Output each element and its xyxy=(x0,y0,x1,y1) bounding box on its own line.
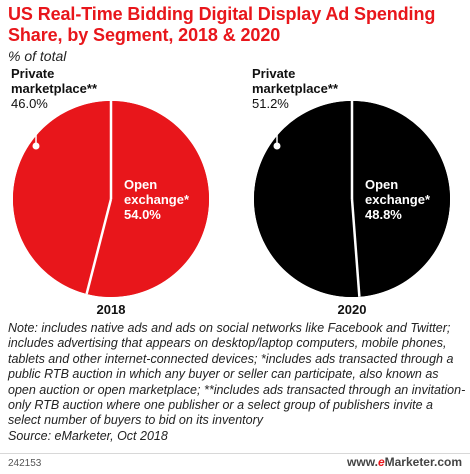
slice-divider-1-2020 xyxy=(350,198,361,297)
label-line: exchange* xyxy=(365,192,431,207)
label-line: Private xyxy=(252,66,295,81)
footnote-text: Note: includes native ads and ads on soc… xyxy=(8,321,466,428)
pie-2020: Private marketplace** 51.2% Open exchange* 48… xyxy=(252,66,451,317)
label-line: marketplace** xyxy=(252,81,339,96)
pie-charts-svg: Private marketplace** 46.0%Open exchange* 54… xyxy=(11,66,451,317)
chart-title: US Real-Time Bidding Digital Display Ad … xyxy=(8,4,436,45)
label-line: Open xyxy=(124,177,157,192)
footnote: Note: includes native ads and ads on soc… xyxy=(8,321,466,444)
brand-logo: www.eMarketer.com xyxy=(347,455,462,469)
pie-charts-area: Private marketplace** 46.0% Open exchange* 54… xyxy=(0,66,470,320)
chart-subtitle: % of total xyxy=(8,48,67,64)
year-label-2020: 2020 xyxy=(338,302,367,317)
slice-private-marketplace-2020 xyxy=(254,101,360,297)
brand-e: e xyxy=(377,455,385,469)
leader-dot-2020 xyxy=(273,142,281,150)
label-private-marketplace-2018: Private marketplace** 46.0% xyxy=(11,66,98,111)
label-line: marketplace** xyxy=(11,81,98,96)
pie-2018: Private marketplace** 46.0% Open exchange* 54… xyxy=(11,66,210,317)
label-value: 51.2% xyxy=(252,96,289,111)
slice-open-exchange-2018 xyxy=(86,101,210,297)
slice-open-exchange-2020 xyxy=(352,101,451,297)
brand-rest: Marketer.com xyxy=(384,455,462,469)
label-value: 46.0% xyxy=(11,96,48,111)
source-text: Source: eMarketer, Oct 2018 xyxy=(8,428,168,443)
label-private-marketplace-2020: Private marketplace** 51.2% xyxy=(252,66,339,111)
slice-private-marketplace-2018 xyxy=(13,101,112,294)
leader-dot-2018 xyxy=(32,142,40,150)
label-value: 54.0% xyxy=(124,207,161,222)
footer-divider xyxy=(0,453,470,454)
label-line: Open xyxy=(365,177,398,192)
label-line: exchange* xyxy=(124,192,190,207)
brand-prefix: www. xyxy=(347,455,378,469)
label-line: Private xyxy=(11,66,54,81)
label-open-exchange-2018: Open exchange* 54.0% xyxy=(124,177,190,222)
label-open-exchange-2020: Open exchange* 48.8% xyxy=(365,177,431,222)
chart-id: 242153 xyxy=(8,458,42,469)
label-value: 48.8% xyxy=(365,207,402,222)
year-label-2018: 2018 xyxy=(97,302,126,317)
slice-divider-1-2018 xyxy=(85,198,113,295)
